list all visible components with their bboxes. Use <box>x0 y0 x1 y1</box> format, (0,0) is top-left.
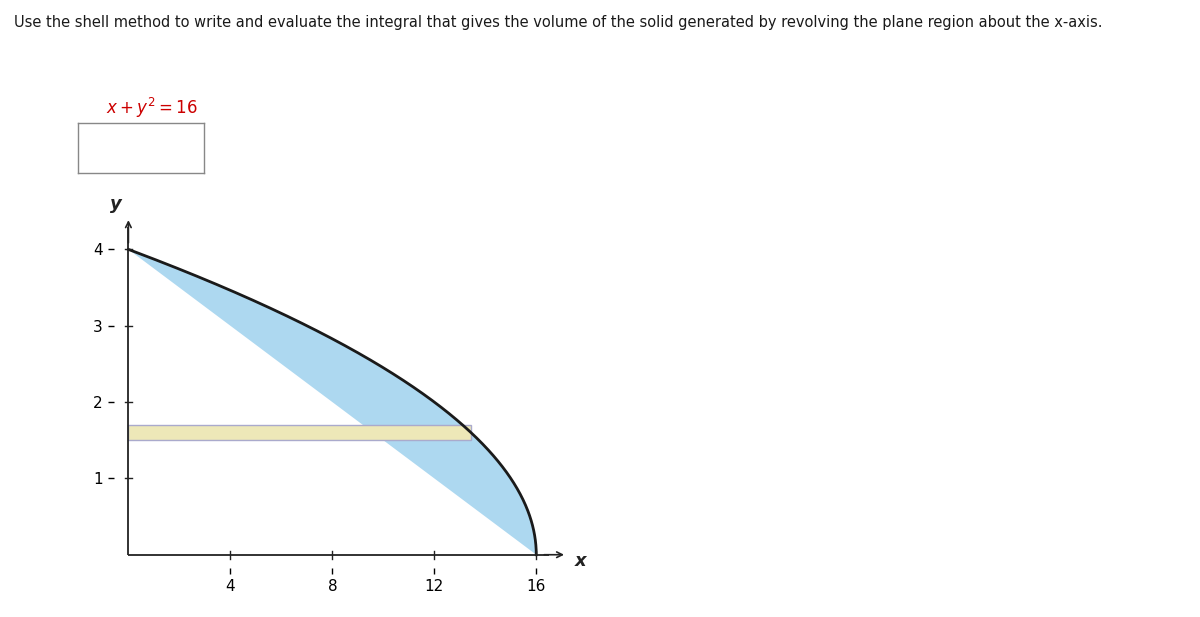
Text: Use the shell method to write and evaluate the integral that gives the volume of: Use the shell method to write and evalua… <box>14 15 1103 30</box>
Text: x: x <box>575 552 586 570</box>
Text: $\it{x}+\it{y}^2=16$: $\it{x}+\it{y}^2=16$ <box>106 96 197 120</box>
Polygon shape <box>128 425 472 441</box>
Text: y: y <box>109 195 121 213</box>
Polygon shape <box>128 249 536 555</box>
